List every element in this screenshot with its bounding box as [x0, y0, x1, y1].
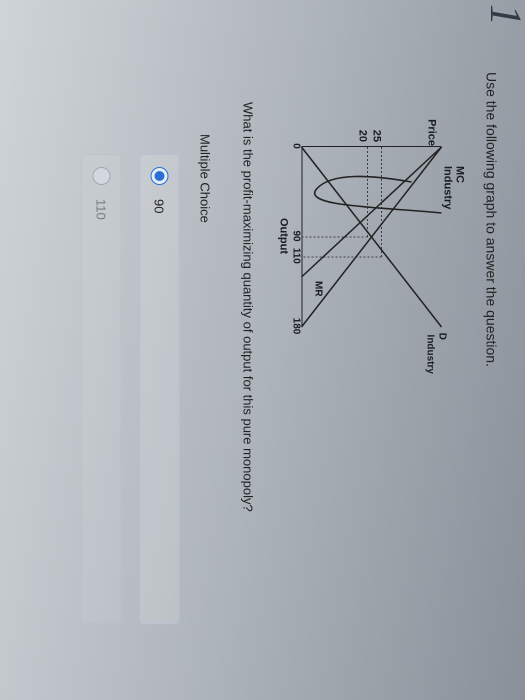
mr-label: MR: [312, 281, 323, 328]
chart-box: D Industry MR: [301, 146, 441, 326]
y-tick-20: 20: [355, 102, 369, 146]
graph-region: MC Industry Price 25 20: [277, 102, 465, 676]
sub-question: What is the profit-maximizing quantity o…: [240, 102, 255, 676]
choice-label: 90: [151, 199, 166, 213]
multiple-choice-heading: Multiple Choice: [197, 134, 212, 676]
d-label: D: [436, 333, 447, 340]
industry-label: Industry: [424, 335, 435, 374]
question-number: 1: [480, 4, 525, 26]
choice-110[interactable]: 110: [81, 154, 121, 624]
y-tick-25: 25: [369, 102, 383, 146]
mc-label: MC Industry: [441, 166, 465, 676]
x-ticks: 0 90 110 180: [287, 146, 301, 326]
radio-icon: [92, 167, 110, 185]
question-prompt: Use the following graph to answer the qu…: [483, 72, 499, 676]
choice-label: 110: [93, 199, 108, 220]
choice-90[interactable]: 90: [139, 154, 179, 624]
y-axis-label: Price: [425, 102, 437, 146]
radio-selected-icon: [150, 167, 168, 185]
